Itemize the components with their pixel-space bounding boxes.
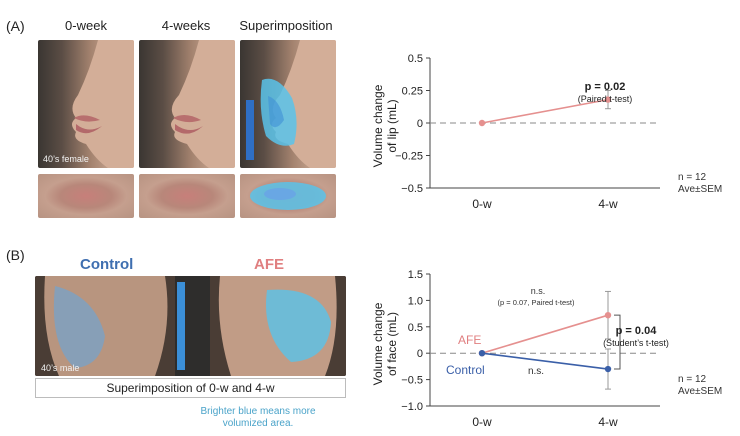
- chart-b-ylabel-line1: Volume change: [371, 302, 385, 385]
- superimposition-caption: Superimposition of 0-w and 4-w: [35, 378, 346, 398]
- lip-profile-illustration: [72, 40, 134, 168]
- x-tick-label: 4-w: [598, 415, 618, 429]
- y-tick-label: 1.0: [408, 295, 423, 307]
- lip-front-photo-4-weeks: [139, 174, 235, 218]
- x-tick-label: 0-w: [472, 197, 492, 211]
- data-point: [478, 350, 486, 357]
- chart-b-ylabel-line2: of face (mL): [385, 312, 399, 376]
- face-heatmap-scale-bar: [177, 282, 185, 370]
- subject-tag-male: 40’s male: [41, 363, 80, 373]
- chart-a-p-value: p = 0.02: [585, 81, 626, 93]
- x-tick-label: 0-w: [472, 415, 492, 429]
- column-heading-superimposition: Superimposition: [239, 18, 333, 33]
- chart-a-n-label: n = 12: [678, 172, 707, 183]
- chart-b-afe-ns: n.s.: [531, 286, 546, 296]
- lip-front-superimposition-photo: [240, 174, 336, 218]
- face-volume-chart: Volume change of face (mL) 1.5 1.0 0.5 0 −0.…: [371, 269, 722, 429]
- series-line: [481, 314, 609, 354]
- data-point: [604, 311, 612, 319]
- chart-a-test-name: (Paired t-test): [578, 94, 633, 104]
- chart-a-ylabel-line2: of lip (mL): [385, 99, 399, 152]
- panel-b-label: (B): [6, 247, 25, 263]
- series-line: [481, 352, 609, 370]
- column-heading-0-week: 0-week: [65, 18, 107, 33]
- y-tick-label: −0.5: [401, 375, 423, 387]
- chart-b-n-label: n = 12: [678, 374, 707, 385]
- brighter-blue-note: Brighter blue means more volumized area.: [168, 406, 348, 430]
- lip-volume-chart: Volume change of lip (mL) 0.5 0.25 0 −0.25 −…: [371, 53, 722, 211]
- chart-b-afe-ns-detail: (p = 0.07, Paired t-test): [498, 298, 575, 307]
- data-point: [478, 119, 486, 127]
- column-heading-4-weeks: 4-weeks: [161, 18, 211, 33]
- data-point: [604, 96, 612, 103]
- y-tick-label: 0: [417, 348, 423, 360]
- face-comparison-illustration: [35, 276, 346, 376]
- significance-bracket: [614, 314, 621, 370]
- chart-a-stat-label: Ave±SEM: [678, 184, 722, 195]
- chart-b-bracket-p: p = 0.04: [616, 325, 658, 337]
- y-tick-label: 0.5: [408, 322, 423, 334]
- y-tick-label: 0.5: [408, 53, 423, 65]
- series-line: [481, 98, 609, 124]
- chart-b-control-ns: n.s.: [528, 366, 544, 377]
- chart-b-bracket-test: (Student’s t-test): [603, 338, 669, 348]
- chart-b-stat-label: Ave±SEM: [678, 386, 722, 397]
- lip-superimposition-photo: [240, 40, 336, 168]
- chart-a-ylabel-line1: Volume change: [371, 84, 385, 167]
- chart-b-control-series-label: Control: [446, 363, 485, 377]
- heatmap-scale-bar: [246, 100, 254, 160]
- face-comparison-photo: 40’s male: [35, 276, 346, 376]
- afe-title: AFE: [254, 256, 284, 273]
- lip-heatmap-illustration: [246, 40, 336, 168]
- y-tick-label: 0: [417, 118, 423, 130]
- lip-profile-photo-0-week: 40’s female: [38, 40, 134, 168]
- lip-front-heatmap: [250, 182, 326, 210]
- panel-a-label: (A): [6, 18, 25, 34]
- lip-profile-illustration: [171, 40, 235, 168]
- lip-profile-photo-4-weeks: [139, 40, 235, 168]
- brighter-blue-note-line2: volumized area.: [222, 418, 294, 429]
- chart-b-afe-series-label: AFE: [458, 333, 481, 347]
- subject-tag-female: 40’s female: [43, 154, 89, 164]
- y-tick-label: −0.25: [395, 151, 423, 163]
- data-point: [604, 365, 612, 373]
- lip-front-photo-0-week: [38, 174, 134, 218]
- control-title: Control: [80, 256, 134, 273]
- y-tick-label: −1.0: [401, 401, 423, 413]
- y-tick-label: −0.5: [401, 183, 423, 195]
- x-tick-label: 4-w: [598, 197, 618, 211]
- y-tick-label: 0.25: [402, 86, 423, 98]
- chart-a-ylabel: Volume change of lip (mL): [371, 84, 399, 167]
- brighter-blue-note-line1: Brighter blue means more: [200, 406, 316, 417]
- y-tick-label: 1.5: [408, 269, 423, 281]
- chart-b-ylabel: Volume change of face (mL): [371, 302, 399, 385]
